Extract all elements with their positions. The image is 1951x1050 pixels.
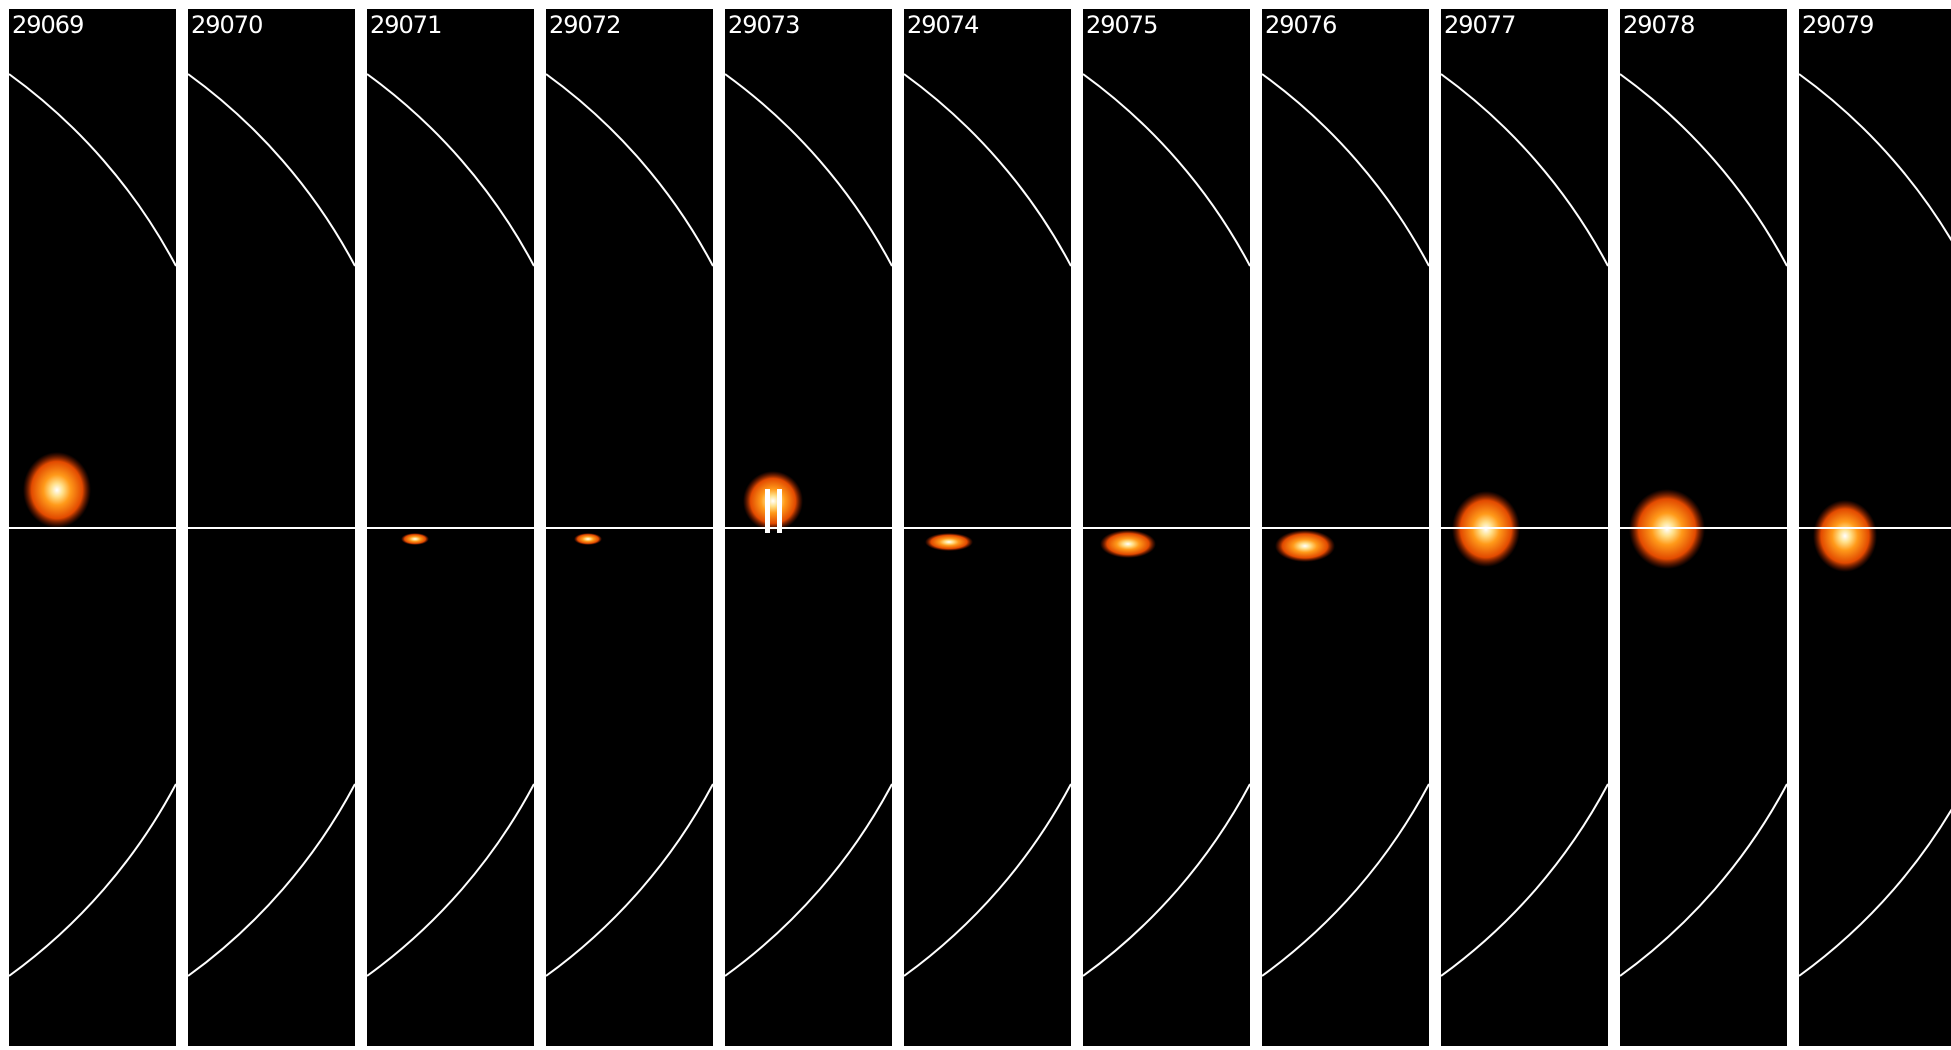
limb-arc — [725, 74, 892, 266]
frame-image — [9, 9, 176, 1046]
limb-arc — [9, 74, 176, 266]
limb-arc — [1620, 74, 1787, 266]
frame-panel: 29076 — [1262, 9, 1429, 1046]
frame-number: 29073 — [728, 11, 799, 39]
frame-number: 29072 — [549, 11, 620, 39]
frame-panel: 29075 — [1083, 9, 1250, 1046]
frame-number: 29071 — [370, 11, 441, 39]
saturation-bar — [765, 489, 770, 533]
emission-blob — [574, 533, 602, 545]
frame-panel: 29078 — [1620, 9, 1787, 1046]
limb-arc — [1441, 784, 1608, 976]
limb-arc — [725, 784, 892, 976]
emission-blob — [1813, 500, 1877, 572]
frame-image — [1799, 9, 1951, 1046]
limb-arc — [1441, 74, 1608, 266]
limb-arc — [1799, 74, 1951, 266]
frame-number: 29075 — [1086, 11, 1157, 39]
frame-panel: 29070 — [188, 9, 355, 1046]
limb-arc — [904, 74, 1071, 266]
frame-image — [367, 9, 534, 1046]
frame-panel: 29079 — [1799, 9, 1951, 1046]
frame-image — [1441, 9, 1608, 1046]
limb-arc — [1799, 784, 1951, 976]
frame-number: 29070 — [191, 11, 262, 39]
frame-number: 29078 — [1623, 11, 1694, 39]
limb-arc — [546, 74, 713, 266]
frame-panel: 29073 — [725, 9, 892, 1046]
limb-arc — [546, 784, 713, 976]
limb-arc — [1083, 784, 1250, 976]
frame-number: 29074 — [907, 11, 978, 39]
limb-arc — [367, 784, 534, 976]
image-strip: 29069 29070 29071 29072 29073 29074 29075 29076… — [0, 0, 1951, 1050]
limb-arc — [904, 784, 1071, 976]
emission-blob — [401, 533, 429, 545]
limb-arc — [1262, 74, 1429, 266]
frame-image — [725, 9, 892, 1046]
limb-arc — [9, 784, 176, 976]
emission-blob — [743, 471, 803, 531]
frame-image — [904, 9, 1071, 1046]
frame-image — [1262, 9, 1429, 1046]
limb-arc — [1083, 74, 1250, 266]
frame-number: 29077 — [1444, 11, 1515, 39]
emission-blob — [1100, 530, 1156, 558]
limb-arc — [1262, 784, 1429, 976]
limb-arc — [1620, 784, 1787, 976]
limb-arc — [188, 74, 355, 266]
frame-panel: 29077 — [1441, 9, 1608, 1046]
frame-number: 29069 — [12, 11, 83, 39]
saturation-bar — [777, 489, 782, 533]
frame-panel: 29072 — [546, 9, 713, 1046]
frame-number: 29079 — [1802, 11, 1873, 39]
limb-arc — [367, 74, 534, 266]
frame-image — [1620, 9, 1787, 1046]
frame-panel: 29071 — [367, 9, 534, 1046]
frame-image — [546, 9, 713, 1046]
frame-number: 29076 — [1265, 11, 1336, 39]
frame-panel: 29074 — [904, 9, 1071, 1046]
frame-image — [188, 9, 355, 1046]
frame-image — [1083, 9, 1250, 1046]
emission-blob — [1275, 530, 1335, 562]
limb-arc — [188, 784, 355, 976]
frame-panel: 29069 — [9, 9, 176, 1046]
emission-blob — [23, 452, 91, 528]
emission-blob — [925, 533, 973, 551]
